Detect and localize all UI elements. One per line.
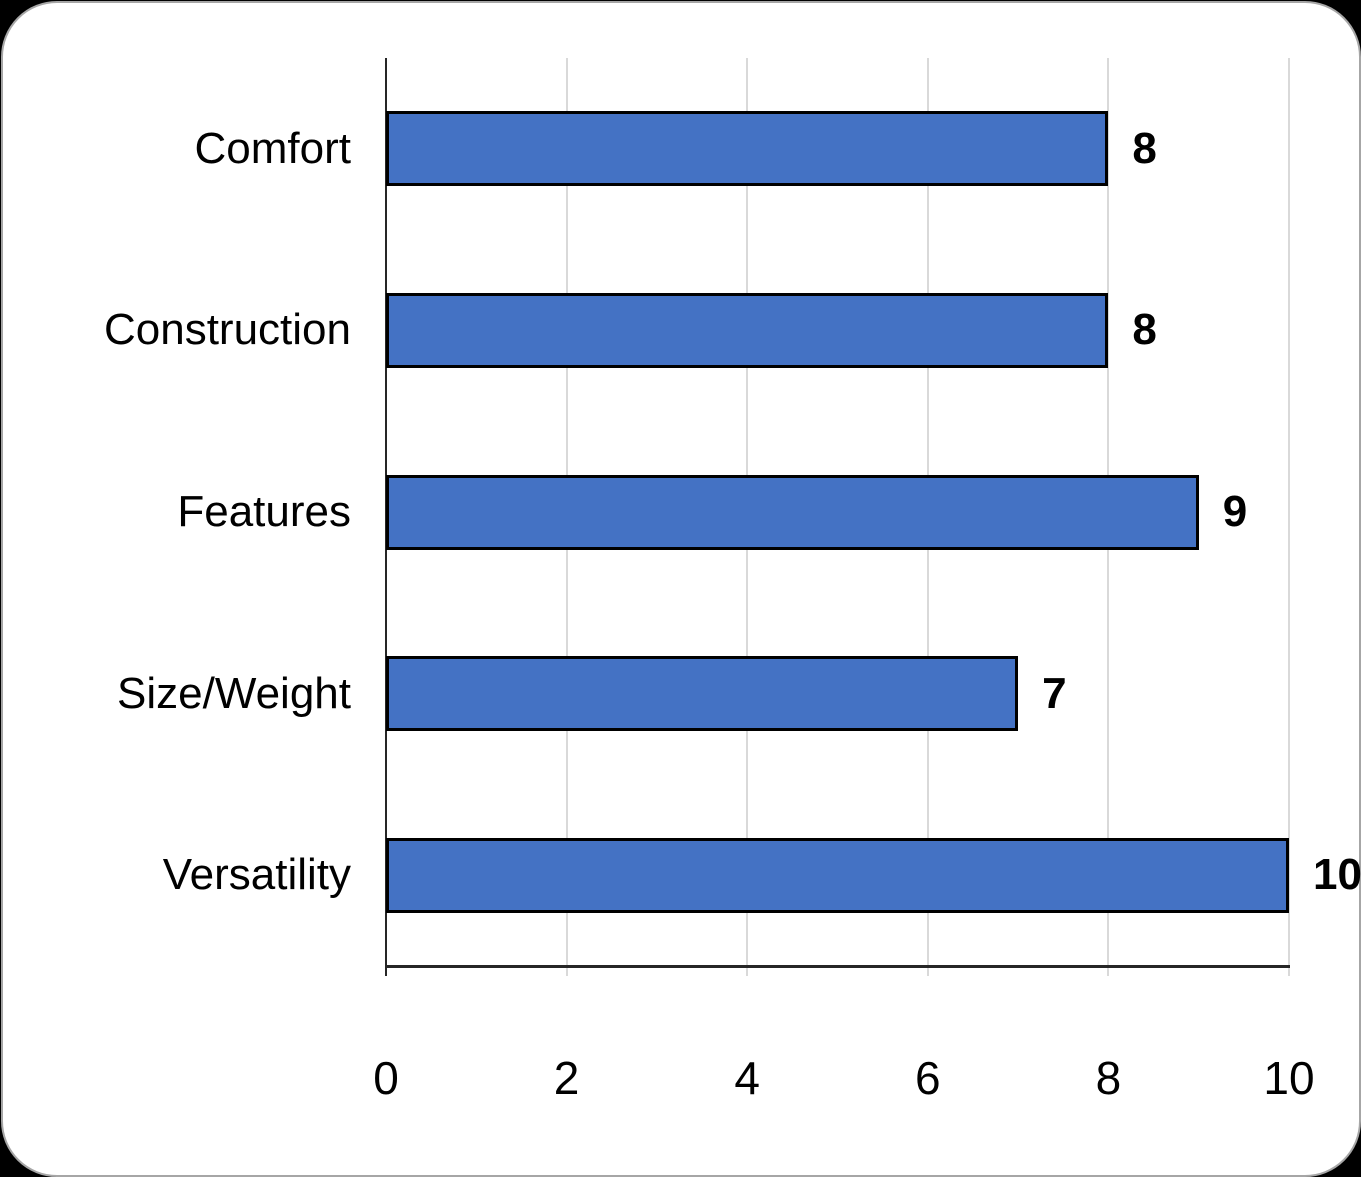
category-label: Features [177,487,351,536]
category-label: Size/Weight [117,668,351,718]
x-tick-label: 10 [1263,1052,1315,1104]
bar-value-label: 8 [1132,305,1157,355]
x-axis-line [386,965,1290,968]
category-label: Comfort [194,123,351,173]
category-label: Construction [103,305,351,355]
bar-chart-plot-area: 0 2 4 6 8 10 8 8 9 7 10 [373,58,1361,1104]
gridline [1288,58,1290,976]
x-tick-label: 8 [1095,1052,1122,1104]
bar-value-label: 9 [1222,487,1248,536]
bar-size-weight [386,656,1019,732]
x-tick-label: 0 [373,1052,399,1104]
x-tick-label: 6 [915,1052,941,1104]
bar-value-label: 10 [1313,850,1361,900]
bar-versatility [386,837,1289,913]
bar-features [386,474,1199,550]
bar-comfort [386,111,1109,187]
bar-value-label: 7 [1042,668,1067,718]
bar-value-label: 8 [1132,123,1157,173]
x-tick-label: 4 [734,1052,760,1104]
category-label: Versatility [162,850,351,900]
bar-construction [386,292,1109,368]
x-tick-label: 2 [553,1052,580,1104]
